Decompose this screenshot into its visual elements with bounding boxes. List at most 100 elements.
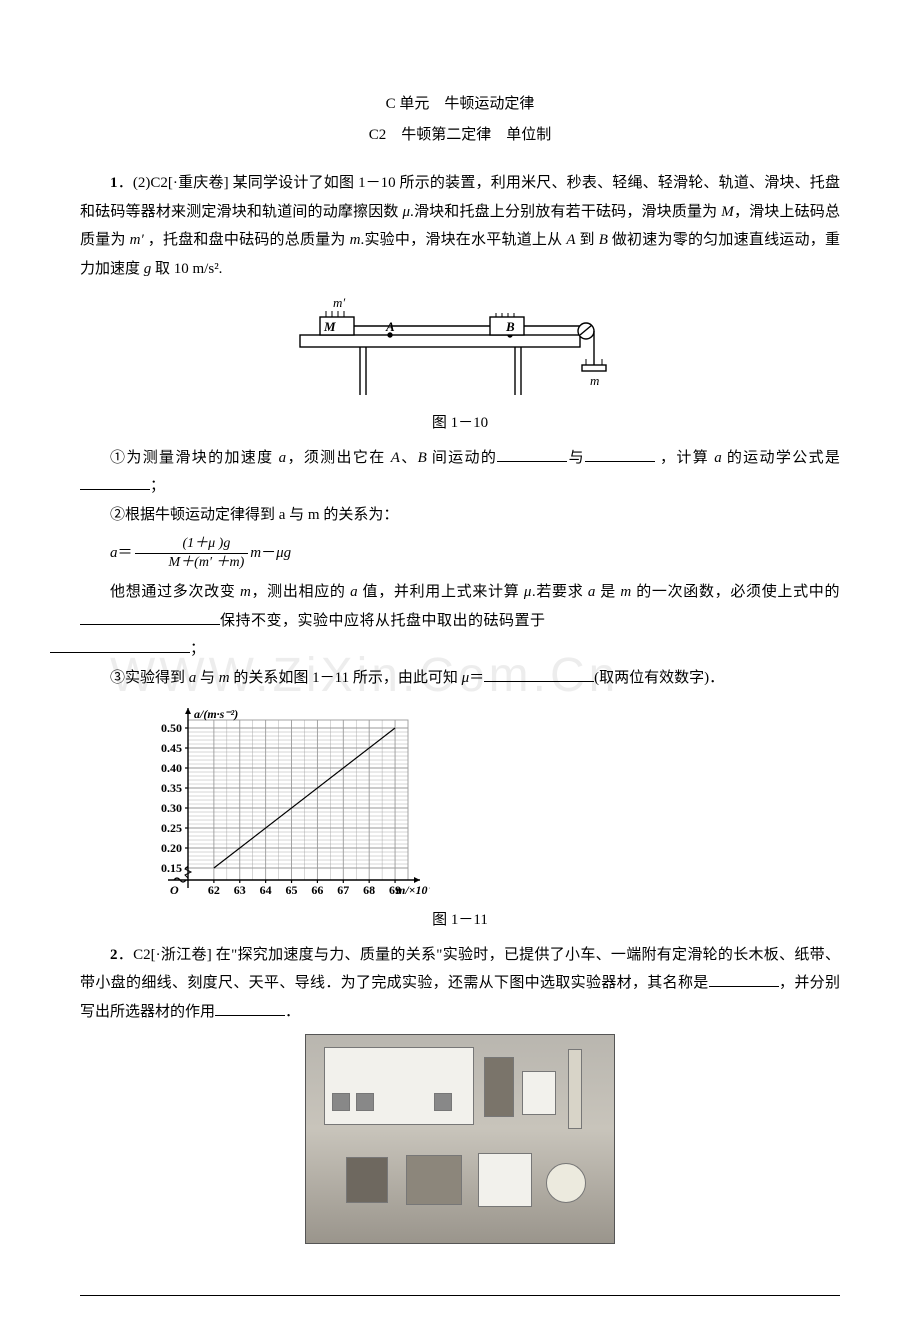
svg-text:64: 64 (260, 883, 272, 897)
q1-text: 到 (576, 232, 599, 248)
q1-intro: 1．(2)C2[·重庆卷] 某同学设计了如图 1－10 所示的装置，利用米尺、秒… (80, 169, 840, 283)
var-a: a (279, 450, 287, 466)
svg-text:65: 65 (286, 883, 298, 897)
svg-text:0.50: 0.50 (161, 721, 182, 735)
text: ； (150, 478, 165, 494)
minus-sign: － (261, 545, 276, 561)
q1-step2-body: 他想通过多次改变 m，测出相应的 a 值，并利用上式来计算 μ.若要求 a 是 … (80, 578, 840, 664)
text: 他想通过多次改变 (110, 584, 240, 600)
var-M: M (721, 204, 734, 220)
text: 的关系如图 1－11 所示，由此可知 (230, 670, 462, 686)
svg-text:0.40: 0.40 (161, 761, 182, 775)
text: ； (190, 641, 206, 657)
text: .若要求 (532, 584, 588, 600)
svg-text:O: O (170, 883, 179, 897)
svg-text:m: m (590, 373, 599, 388)
figure-1-11-chart: O0.150.200.250.300.350.400.450.506263646… (140, 702, 840, 902)
var-a: a (714, 450, 722, 466)
svg-text:0.25: 0.25 (161, 821, 182, 835)
svg-text:62: 62 (208, 883, 220, 897)
mu-symbol: μ (403, 204, 411, 220)
q2-number: 2 (110, 947, 118, 963)
svg-text:0.45: 0.45 (161, 741, 182, 755)
svg-text:a/(m·s⁻²): a/(m·s⁻²) (194, 707, 238, 721)
text: 保持不变，实验中应将从托盘中取出的砝码置于 (220, 613, 546, 629)
var-m: m (219, 670, 230, 686)
svg-text:0.15: 0.15 (161, 861, 182, 875)
svg-text:66: 66 (311, 883, 323, 897)
svg-text:B: B (505, 319, 515, 334)
q1-step1: ①为测量滑块的加速度 a，须测出它在 A、B 间运动的与 ，计算 a 的运动学公… (80, 444, 840, 501)
figure-1-11-caption: 图 1－11 (80, 906, 840, 935)
text: 、 (400, 450, 418, 466)
text: 与 (567, 450, 585, 466)
var-m: m (250, 545, 261, 561)
denominator: M＋(m′ ＋m) (135, 554, 249, 572)
q1-step2-intro: ②根据牛顿运动定律得到 a 与 m 的关系为： (80, 501, 840, 530)
var-B: B (599, 232, 608, 248)
text: ，测出相应的 (251, 584, 350, 600)
svg-text:A: A (385, 319, 395, 334)
numerator: (1＋μ )g (135, 535, 249, 554)
mu-symbol: μ (524, 584, 532, 600)
blank-input[interactable] (80, 474, 150, 490)
section-title: C2 牛顿第二定律 单位制 (80, 121, 840, 150)
svg-text:m/×10⁻³kg: m/×10⁻³kg (396, 883, 430, 897)
svg-text:0.35: 0.35 (161, 781, 182, 795)
text: ＝ (469, 670, 484, 686)
svg-text:63: 63 (234, 883, 246, 897)
formula-lhs: a (110, 545, 118, 561)
blank-input[interactable] (497, 446, 567, 462)
svg-text:68: 68 (363, 883, 375, 897)
figure-1-10: m′ M A B m (280, 295, 640, 405)
svg-text:0.30: 0.30 (161, 801, 182, 815)
var-m: m (350, 232, 361, 248)
svg-text:67: 67 (337, 883, 349, 897)
var-a: a (350, 584, 358, 600)
var-mprime: m′ (130, 232, 144, 248)
figure-1-10-caption: 图 1－10 (80, 409, 840, 438)
text: 是 (596, 584, 621, 600)
text: ，计算 (655, 450, 714, 466)
q2-source: [·浙江卷] (151, 947, 212, 963)
q1-tag: ．(2)C2 (118, 175, 168, 191)
text: 间运动的 (427, 450, 498, 466)
q1-text: .滑块和托盘上分别放有若干砝码，滑块质量为 (410, 204, 721, 220)
mu-symbol: μ (462, 670, 470, 686)
text: 与 (196, 670, 219, 686)
q2-body: 2．C2[·浙江卷] 在"探究加速度与力、质量的关系"实验时，已提供了小车、一端… (80, 941, 840, 1027)
var-B: B (418, 450, 427, 466)
svg-text:M: M (323, 319, 336, 334)
q1-step3: ③实验得到 a 与 m 的关系如图 1－11 所示，由此可知 μ＝(取两位有效数… (80, 664, 840, 693)
var-m: m (240, 584, 251, 600)
mu-g: μg (276, 545, 291, 561)
blank-input[interactable] (585, 446, 655, 462)
text: ，须测出它在 (286, 450, 391, 466)
equals-sign: ＝ (118, 545, 133, 561)
q1-source: [·重庆卷] (168, 175, 229, 191)
q1-text: .实验中，滑块在水平轨道上从 (360, 232, 566, 248)
text: 值，并利用上式来计算 (358, 584, 524, 600)
q2-tag: ．C2 (118, 947, 151, 963)
footer-rule (80, 1295, 840, 1296)
text: ③实验得到 (110, 670, 189, 686)
svg-text:m′: m′ (333, 295, 345, 310)
var-a: a (588, 584, 596, 600)
q1-text: ，托盘和盘中砝码的总质量为 (144, 232, 350, 248)
fraction: (1＋μ )gM＋(m′ ＋m) (135, 535, 249, 572)
text: 的一次函数，必须使上式中的 (632, 584, 840, 600)
text: ①为测量滑块的加速度 (110, 450, 279, 466)
blank-input[interactable] (50, 638, 190, 654)
var-m: m (620, 584, 631, 600)
q1-number: 1 (110, 175, 118, 191)
var-A: A (391, 450, 400, 466)
equipment-photo (80, 1034, 840, 1255)
unit-title: C 单元 牛顿运动定律 (80, 90, 840, 119)
blank-input[interactable] (215, 1000, 285, 1016)
blank-input[interactable] (80, 609, 220, 625)
blank-input[interactable] (709, 972, 779, 988)
var-A: A (566, 232, 575, 248)
q1-text: 取 10 m/s². (151, 261, 222, 277)
q1-formula: a＝(1＋μ )gM＋(m′ ＋m)m－μg (80, 535, 840, 572)
blank-input[interactable] (484, 666, 594, 682)
